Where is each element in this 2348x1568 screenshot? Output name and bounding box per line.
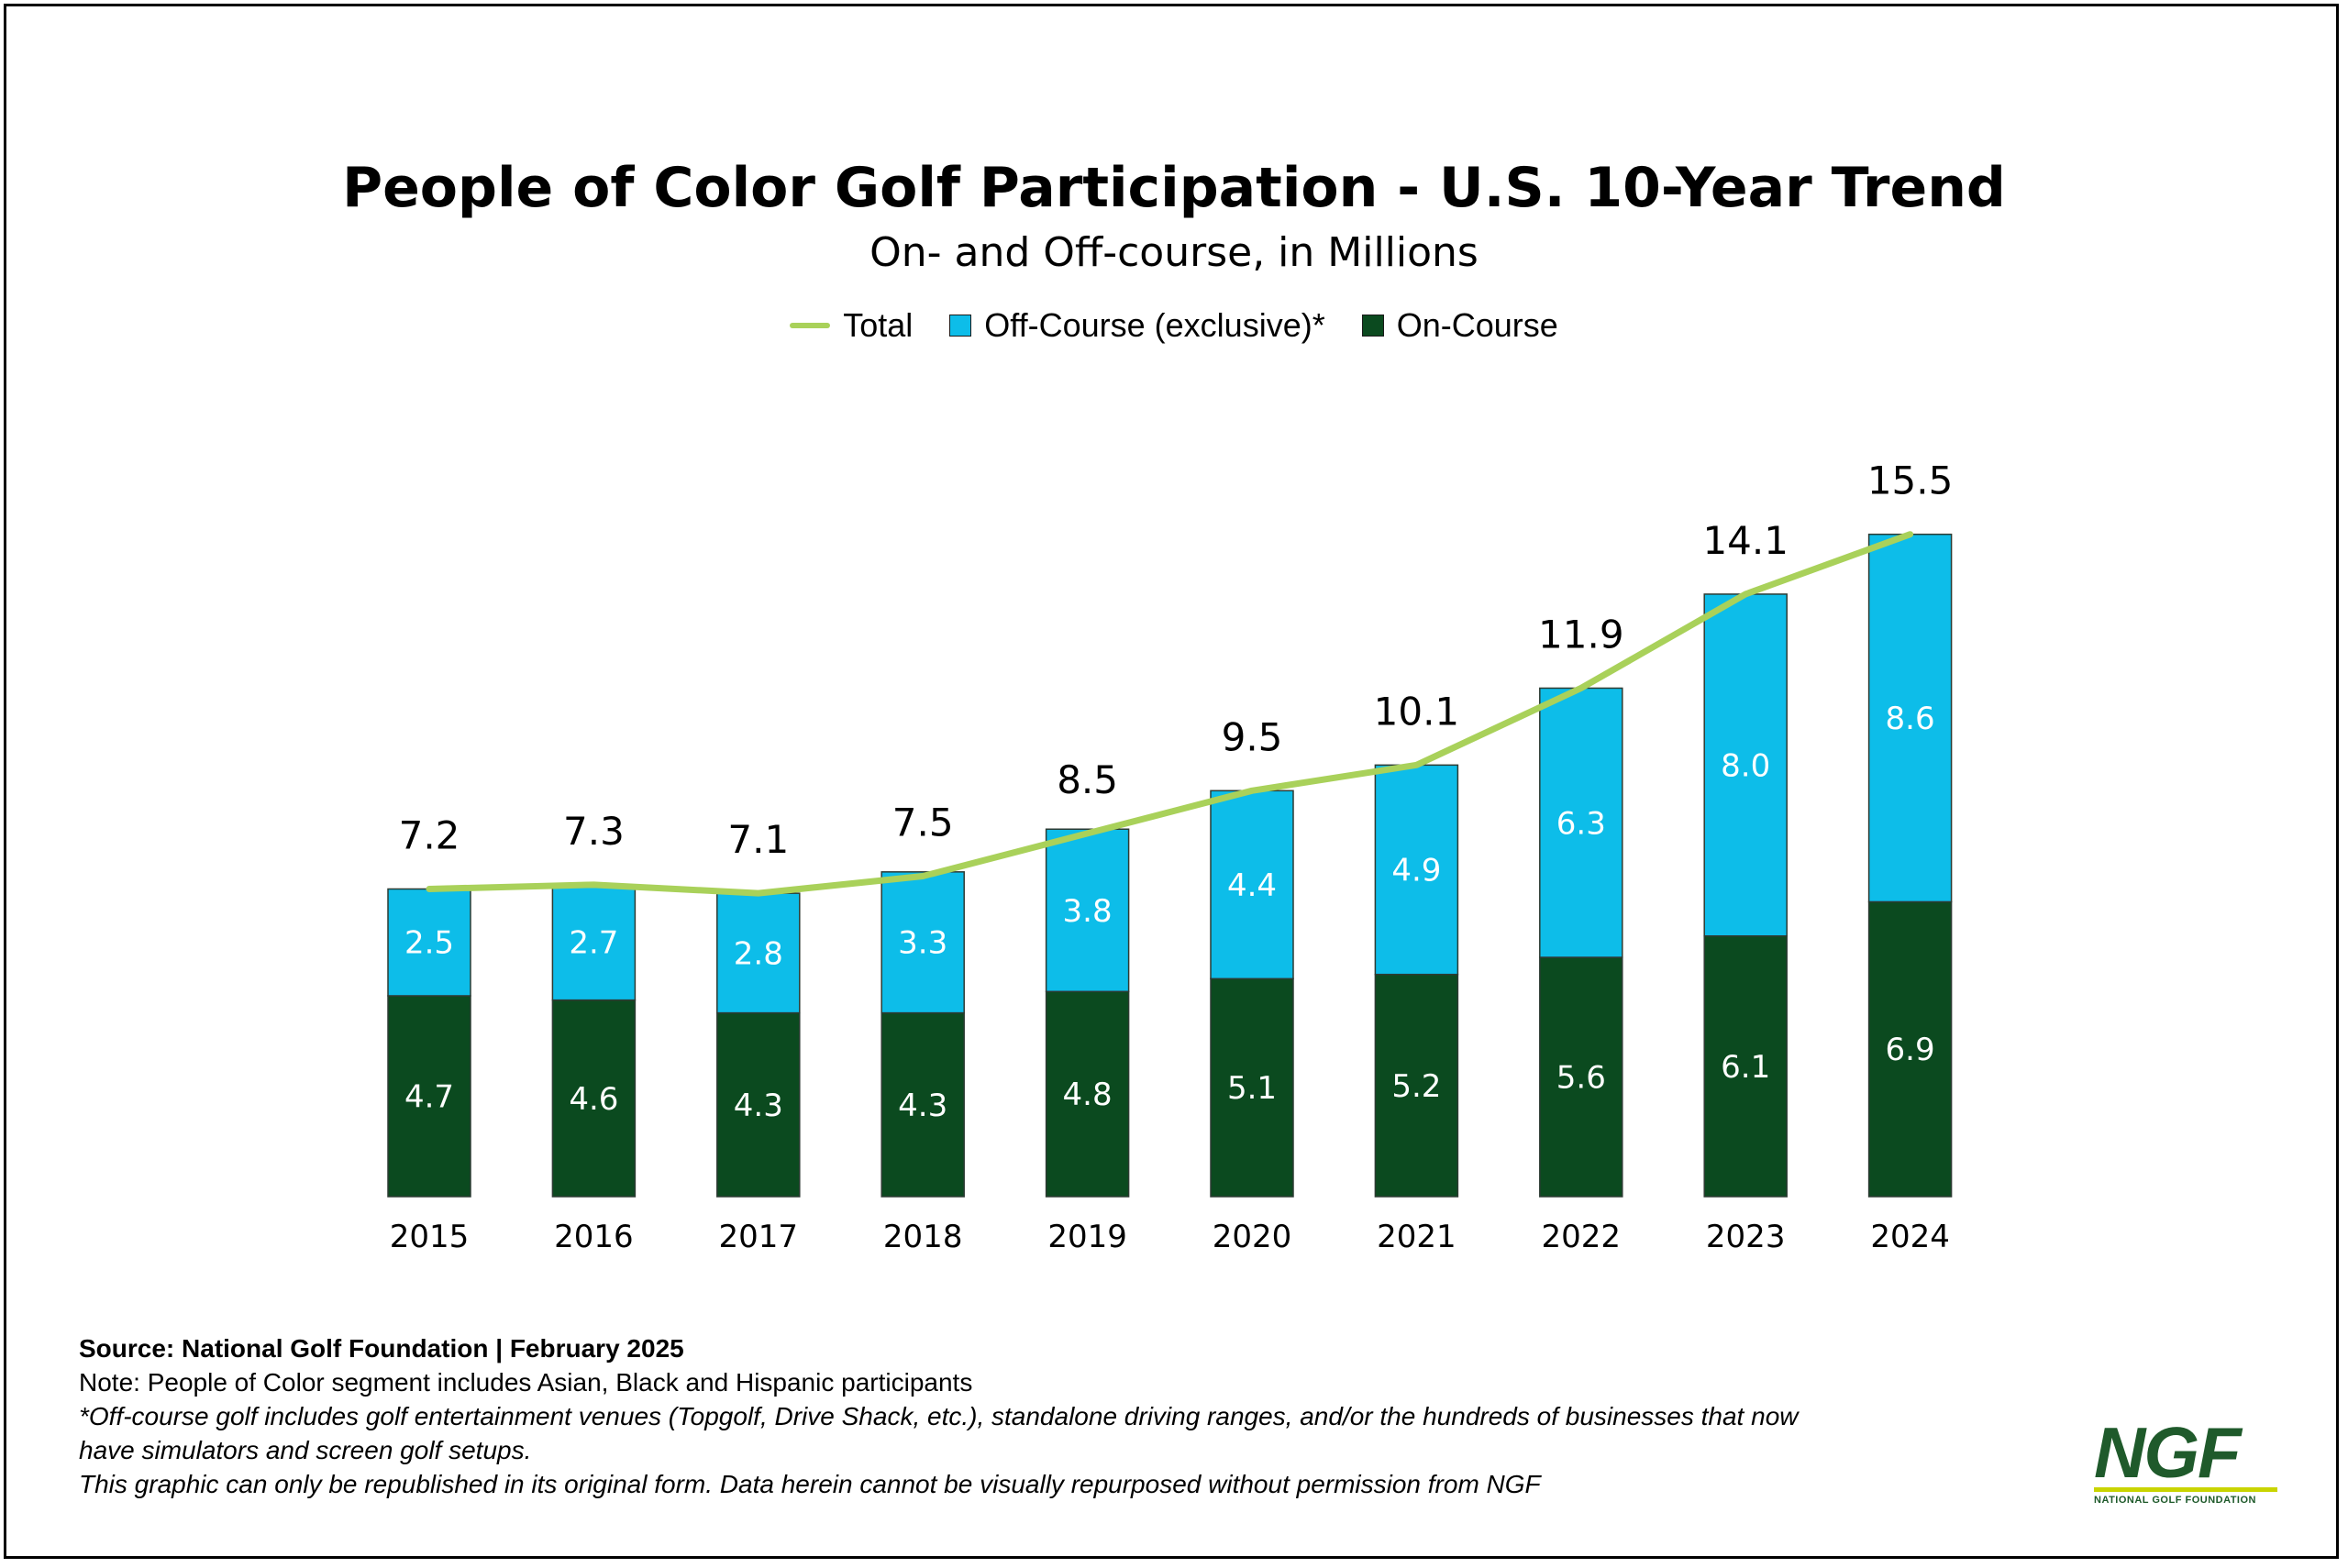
legend-label-on-course: On-Course <box>1396 306 1558 344</box>
x-tick-label-2018: 2018 <box>883 1219 963 1255</box>
data-label-on-course-2024: 6.9 <box>1886 1032 1935 1068</box>
x-tick-label-2023: 2023 <box>1706 1219 1786 1255</box>
ngf-logo-mark: NGF <box>2094 1412 2242 1493</box>
data-label-on-course-2016: 4.6 <box>569 1081 618 1118</box>
bar-off-course-2022 <box>1539 687 1623 958</box>
bar-on-course-2024 <box>1867 900 1953 1198</box>
legend-item-total: Total <box>790 306 913 345</box>
data-label-off-course-2019: 3.8 <box>1063 893 1113 930</box>
data-label-off-course-2024: 8.6 <box>1886 701 1935 737</box>
footer-footnote-line-1: *Off-course golf includes golf entertain… <box>79 1402 1799 1430</box>
data-label-total-2024: 15.5 <box>1867 458 1954 503</box>
chart-legend: Total Off-Course (exclusive)* On-Course <box>0 306 2348 345</box>
x-tick-label-2021: 2021 <box>1377 1219 1456 1255</box>
data-label-total-2018: 7.5 <box>892 801 954 845</box>
bar-on-course-2023 <box>1703 934 1788 1198</box>
bar-off-course-2020 <box>1210 790 1294 980</box>
bar-on-course-2016 <box>551 999 637 1198</box>
chart-subtitle: On- and Off-course, in Millions <box>869 229 1479 276</box>
bar-off-course-2021 <box>1374 764 1459 976</box>
bar-off-course-2017 <box>716 892 801 1014</box>
footer-footnote-line-2: have simulators and screen golf setups. <box>79 1436 532 1464</box>
legend-label-off-course: Off-Course (exclusive)* <box>984 306 1325 344</box>
legend-line-total <box>790 323 831 328</box>
data-label-on-course-2022: 5.6 <box>1556 1060 1606 1097</box>
data-label-off-course-2021: 4.9 <box>1391 853 1441 889</box>
bar-off-course-2018 <box>880 871 965 1014</box>
footer-disclaimer: This graphic can only be republished in … <box>79 1470 1541 1498</box>
data-label-total-2019: 8.5 <box>1057 757 1118 802</box>
chart-title: People of Color Golf Participation - U.S… <box>342 156 2006 220</box>
data-label-total-2016: 7.3 <box>563 809 625 854</box>
data-label-off-course-2020: 4.4 <box>1227 867 1277 904</box>
x-tick-label-2016: 2016 <box>554 1219 634 1255</box>
data-label-on-course-2023: 6.1 <box>1721 1049 1770 1086</box>
data-label-total-2017: 7.1 <box>727 817 789 862</box>
data-label-off-course-2023: 8.0 <box>1721 747 1770 784</box>
x-tick-label-2017: 2017 <box>719 1219 799 1255</box>
bar-on-course-2019 <box>1045 990 1130 1198</box>
data-label-off-course-2017: 2.8 <box>734 935 783 972</box>
legend-item-off-course: Off-Course (exclusive)* <box>949 306 1325 345</box>
data-label-off-course-2022: 6.3 <box>1556 805 1606 842</box>
bar-on-course-2015 <box>387 995 471 1198</box>
ngf-logo-bar <box>2094 1487 2277 1492</box>
bar-off-course-2024 <box>1867 533 1953 903</box>
data-label-on-course-2020: 5.1 <box>1227 1070 1277 1107</box>
legend-swatch-off-course <box>949 315 972 337</box>
data-label-total-2015: 7.2 <box>399 812 460 857</box>
data-label-off-course-2016: 2.7 <box>569 925 618 962</box>
bar-on-course-2020 <box>1210 977 1294 1198</box>
legend-label-total: Total <box>843 306 914 344</box>
data-label-off-course-2018: 3.3 <box>898 925 947 962</box>
bar-off-course-2016 <box>551 884 637 1001</box>
legend-item-on-course: On-Course <box>1361 306 1558 345</box>
x-tick-label-2015: 2015 <box>390 1219 470 1255</box>
bar-on-course-2018 <box>880 1011 965 1198</box>
data-label-total-2020: 9.5 <box>1222 714 1283 759</box>
x-tick-label-2022: 2022 <box>1542 1219 1622 1255</box>
total-line <box>426 531 1914 897</box>
data-label-on-course-2019: 4.8 <box>1063 1077 1113 1113</box>
x-tick-label-2020: 2020 <box>1213 1219 1292 1255</box>
data-label-total-2023: 14.1 <box>1702 518 1789 563</box>
data-label-on-course-2021: 5.2 <box>1391 1068 1441 1105</box>
data-label-total-2021: 10.1 <box>1374 689 1460 734</box>
footer-source: Source: National Golf Foundation | Febru… <box>79 1334 684 1363</box>
data-label-on-course-2017: 4.3 <box>734 1088 783 1124</box>
footer-note: Note: People of Color segment includes A… <box>79 1368 973 1397</box>
ngf-logo: NGF NATIONAL GOLF FOUNDATION <box>2094 1412 2283 1511</box>
bar-on-course-2022 <box>1539 956 1623 1198</box>
data-label-total-2022: 11.9 <box>1538 612 1624 657</box>
data-label-on-course-2015: 4.7 <box>404 1078 454 1115</box>
ngf-logo-text: NATIONAL GOLF FOUNDATION <box>2094 1495 2256 1506</box>
x-tick-label-2019: 2019 <box>1047 1219 1127 1255</box>
legend-swatch-on-course <box>1361 315 1384 337</box>
data-label-on-course-2018: 4.3 <box>898 1088 947 1124</box>
bar-off-course-2019 <box>1045 828 1130 993</box>
bar-on-course-2017 <box>716 1011 801 1198</box>
bar-on-course-2021 <box>1374 973 1459 1198</box>
chart-footer: Source: National Golf Foundation | Febru… <box>79 1331 1798 1501</box>
x-tick-label-2024: 2024 <box>1870 1219 1950 1255</box>
data-label-off-course-2015: 2.5 <box>404 925 454 962</box>
